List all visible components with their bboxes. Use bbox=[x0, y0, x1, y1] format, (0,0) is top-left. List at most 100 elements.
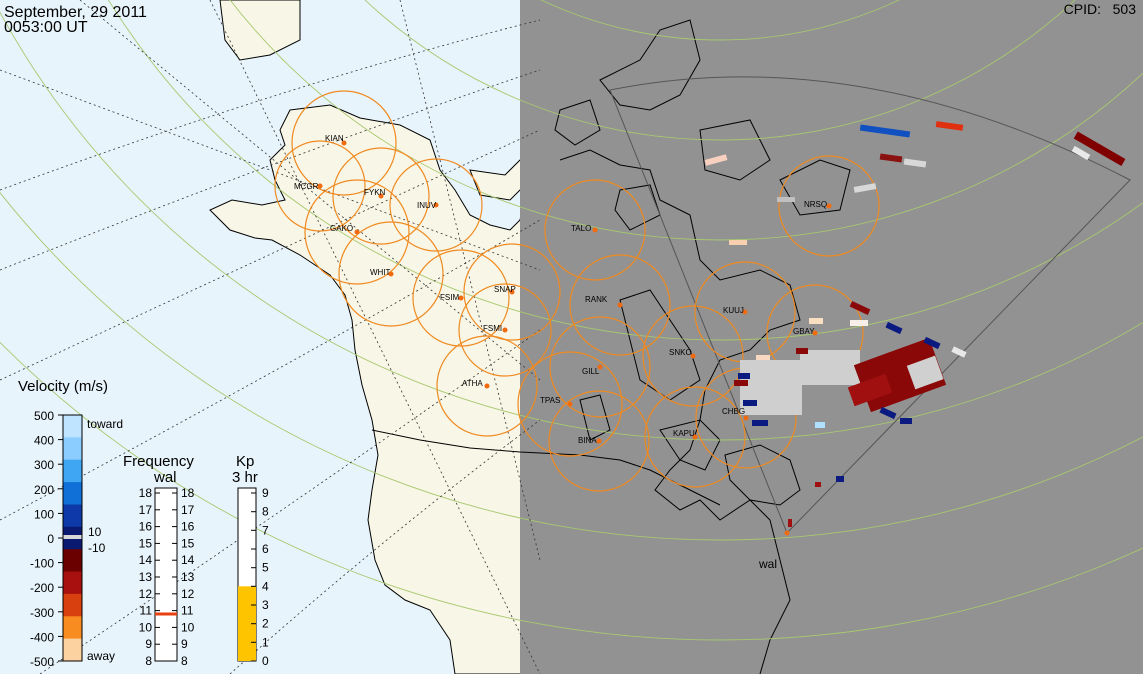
kp-tick-label: 8 bbox=[262, 505, 269, 519]
frequency-title: Frequency bbox=[123, 453, 194, 470]
velocity-color-band bbox=[63, 571, 82, 595]
kp-title: Kp bbox=[236, 453, 254, 470]
frequency-subtitle: wal bbox=[153, 469, 177, 486]
velocity-tick-label: -100 bbox=[30, 557, 54, 571]
velocity-color-band bbox=[63, 415, 82, 438]
kp-tick-label: 0 bbox=[262, 654, 269, 668]
landmass-dayside bbox=[209, 0, 531, 674]
kp-tick-label: 1 bbox=[262, 635, 269, 649]
velocity-inner-tick: 10 bbox=[88, 525, 102, 539]
station-label: SNAP bbox=[494, 285, 516, 294]
velocity-color-band bbox=[63, 437, 82, 461]
station-label: FYKN bbox=[364, 188, 386, 197]
station-label: SNKO bbox=[669, 348, 692, 357]
frequency-tick-label: 9 bbox=[145, 637, 152, 651]
velocity-ticks: 500 400 300 200 100 0 -100 -200 -300 -400 -500 bbox=[30, 409, 63, 669]
velocity-tick-label: 100 bbox=[34, 507, 54, 521]
velocity-tick-label: -300 bbox=[30, 606, 54, 620]
frequency-tick-label: 8 bbox=[181, 654, 188, 668]
station-label: ATHA bbox=[462, 379, 483, 388]
velocity-tick-label: 200 bbox=[34, 483, 54, 497]
station-label: KIAN bbox=[325, 134, 344, 143]
frequency-tick-label: 15 bbox=[181, 536, 195, 550]
velocity-tick-label: -400 bbox=[30, 630, 54, 644]
velocity-color-band bbox=[63, 593, 82, 617]
station-range-circles bbox=[274, 90, 880, 492]
station-label: NRSQ bbox=[804, 200, 827, 209]
velocity-title: Velocity (m/s) bbox=[18, 378, 108, 395]
frequency-tick-label: 16 bbox=[139, 520, 153, 534]
frequency-tick-label: 9 bbox=[181, 637, 188, 651]
station-label: INUV bbox=[417, 201, 437, 210]
velocity-inner-tick: -10 bbox=[88, 541, 106, 555]
velocity-color-band bbox=[63, 638, 82, 662]
station-label: FSIM bbox=[440, 293, 459, 302]
kp-ticks: 9 8 7 6 5 4 3 2 1 0 bbox=[251, 486, 269, 668]
frequency-tick-label: 14 bbox=[181, 553, 195, 567]
frequency-tick-label: 11 bbox=[140, 604, 153, 618]
velocity-vectors bbox=[704, 121, 1126, 527]
velocity-color-band bbox=[63, 482, 82, 505]
station-markers bbox=[317, 140, 832, 536]
velocity-color-band bbox=[63, 459, 82, 483]
velocity-tick-label: 0 bbox=[47, 532, 54, 546]
geographic-grid bbox=[0, 0, 541, 674]
station-label: WHIT bbox=[370, 268, 391, 277]
kp-tick-label: 5 bbox=[262, 561, 269, 575]
station-label: TPAS bbox=[540, 396, 560, 405]
station-label: TALO bbox=[571, 224, 591, 233]
station-label: GILL bbox=[582, 367, 600, 376]
kp-tick-label: 2 bbox=[262, 617, 269, 631]
velocity-away-label: away bbox=[87, 649, 115, 663]
frequency-tick-label: 12 bbox=[139, 587, 153, 601]
velocity-toward-label: toward bbox=[87, 417, 123, 431]
station-label: CHBG bbox=[722, 407, 745, 416]
frequency-tick-label: 11 bbox=[181, 604, 194, 618]
velocity-tick-label: -500 bbox=[30, 655, 54, 669]
kp-tick-label: 4 bbox=[262, 579, 269, 593]
date-label: September, 29 2011 bbox=[4, 4, 147, 21]
velocity-tick-label: 400 bbox=[34, 434, 54, 448]
velocity-legend: Velocity (m/s) toward away 10 -10 500 400… bbox=[18, 378, 123, 669]
frequency-tick-label: 18 bbox=[181, 486, 195, 500]
frequency-tick-label: 12 bbox=[181, 587, 195, 601]
velocity-color-bar bbox=[63, 415, 82, 662]
frequency-tick-label: 10 bbox=[181, 620, 195, 634]
station-labels: KIAN MCGR FYKN INUV GAKO WHIT FSIM SNAP … bbox=[294, 134, 827, 445]
velocity-tick-label: -200 bbox=[30, 581, 54, 595]
frequency-legend: Frequency wal 18 18 17 17 16 16 15 15 14 14 13 13 12… bbox=[123, 453, 195, 668]
frequency-tick-label: 13 bbox=[181, 570, 195, 584]
kp-subtitle: 3 hr bbox=[232, 469, 258, 486]
velocity-tick-label: 500 bbox=[34, 409, 54, 423]
station-label: FSMI bbox=[483, 324, 502, 333]
frequency-tick-label: 15 bbox=[139, 536, 153, 550]
kp-tick-label: 9 bbox=[262, 486, 269, 500]
station-label: RANK bbox=[585, 295, 608, 304]
frequency-tick-label: 10 bbox=[139, 620, 153, 634]
frequency-ticks: 18 18 17 17 16 16 15 15 14 14 13 13 12 12 11 11 10 10 9 9 8 8 bbox=[139, 486, 195, 668]
station-label: BINA bbox=[578, 436, 597, 445]
station-label: MCGR bbox=[294, 182, 319, 191]
kp-legend: Kp 3 hr 9 8 7 6 5 4 3 2 1 0 bbox=[232, 453, 269, 668]
station-label: GAKO bbox=[330, 224, 353, 233]
frequency-tick-label: 18 bbox=[139, 486, 153, 500]
frequency-tick-label: 13 bbox=[139, 570, 153, 584]
kp-tick-label: 3 bbox=[262, 598, 269, 612]
frequency-tick-label: 16 bbox=[181, 520, 195, 534]
radar-site-label: wal bbox=[758, 557, 777, 571]
kp-tick-label: 7 bbox=[262, 523, 269, 537]
nightside bbox=[520, 0, 1143, 674]
station-label: KAPU bbox=[673, 429, 695, 438]
station-label: KUUJ bbox=[723, 306, 744, 315]
kp-tick-label: 6 bbox=[262, 542, 269, 556]
latitude-grid bbox=[0, 0, 1143, 641]
frequency-tick-label: 17 bbox=[181, 503, 195, 517]
cpid-label: CPID: 503 bbox=[1064, 1, 1137, 17]
station-label: GBAY bbox=[793, 327, 815, 336]
frequency-marker bbox=[155, 612, 177, 616]
velocity-tick-label: 300 bbox=[34, 458, 54, 472]
velocity-color-band bbox=[63, 549, 82, 573]
frequency-tick-label: 17 bbox=[139, 503, 153, 517]
radar-fov bbox=[609, 76, 1131, 534]
